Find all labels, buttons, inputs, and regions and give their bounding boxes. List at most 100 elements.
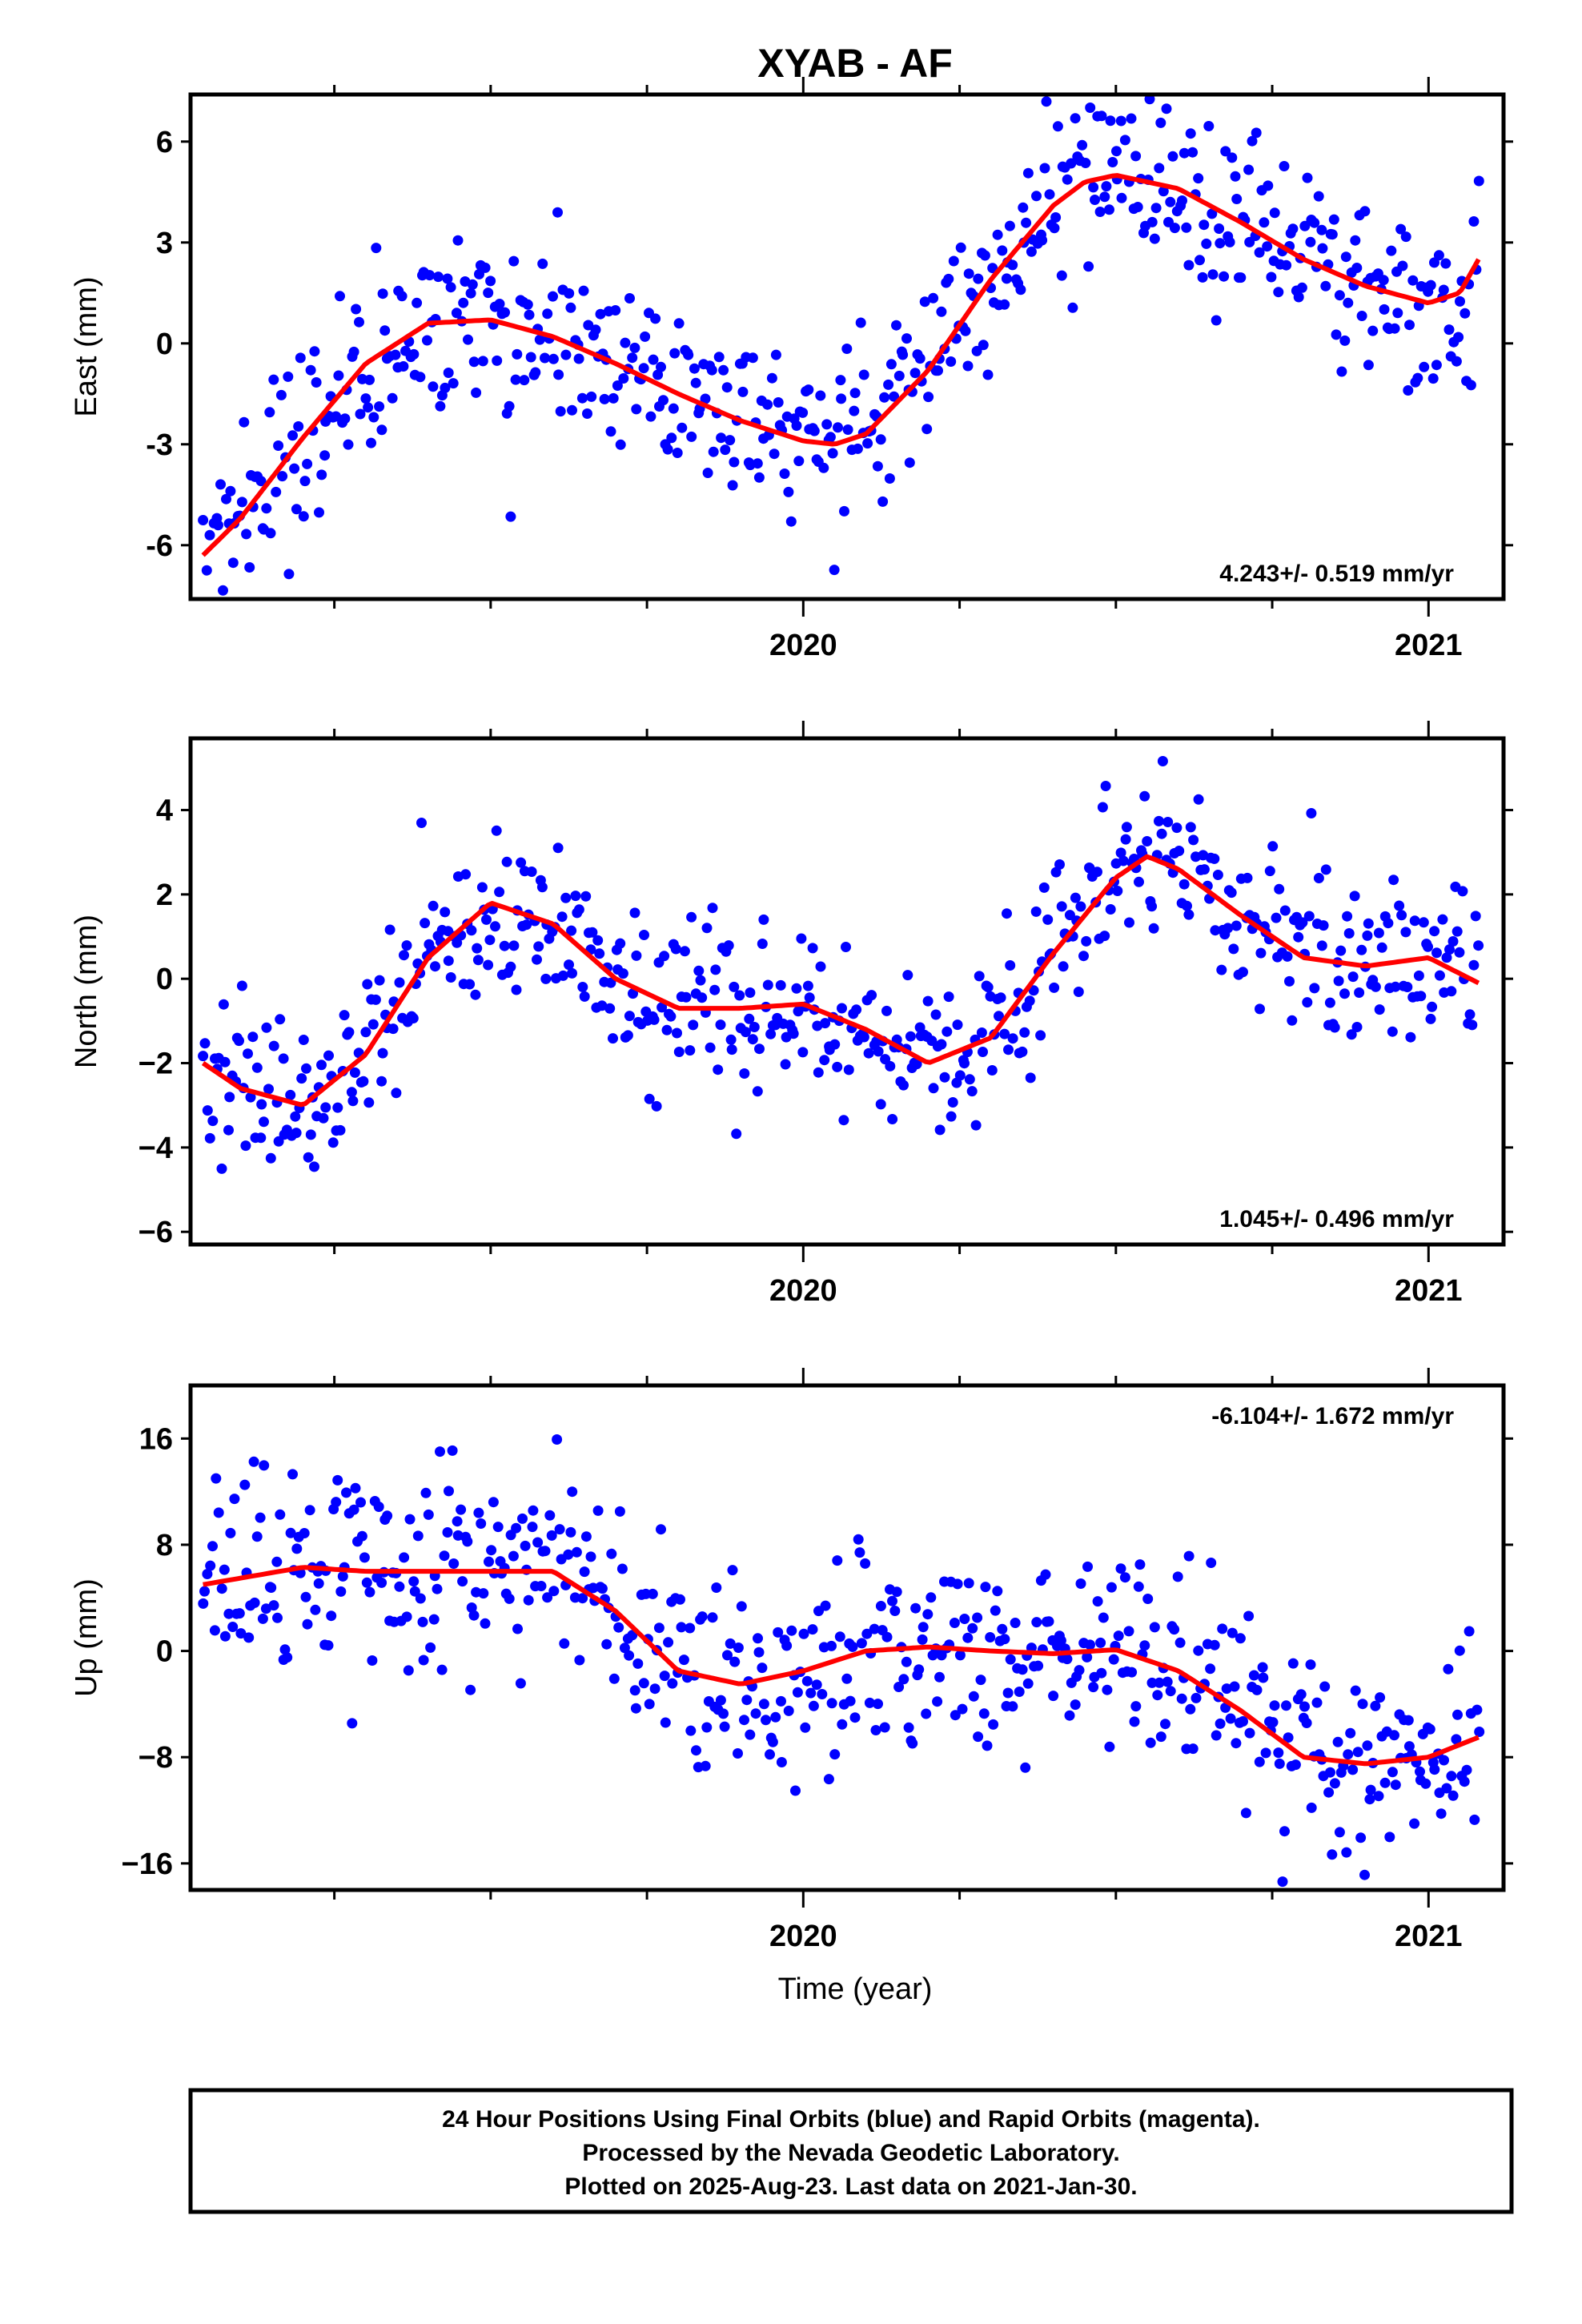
east-point: [821, 419, 833, 430]
up-point: [707, 1612, 718, 1623]
north-point: [216, 1163, 227, 1174]
north-point: [887, 1114, 898, 1124]
north-point: [234, 1035, 244, 1047]
east-point: [673, 318, 685, 329]
up-point: [1325, 1767, 1335, 1778]
east-point: [783, 486, 794, 497]
east-point: [1041, 96, 1052, 107]
up-point: [1095, 1637, 1106, 1648]
north-point: [243, 1048, 253, 1059]
north-point: [1005, 960, 1016, 971]
up-point: [1142, 1594, 1154, 1604]
east-point: [477, 356, 488, 367]
north-point: [1139, 790, 1150, 802]
up-point: [957, 1703, 968, 1715]
north-point: [1226, 887, 1237, 899]
north-point: [986, 1065, 998, 1076]
up-point: [700, 1760, 711, 1771]
up-point: [243, 1632, 255, 1643]
up-point: [439, 1550, 450, 1562]
north-point: [594, 948, 605, 959]
north-point: [644, 1093, 655, 1104]
up-point: [853, 1534, 864, 1545]
east-point: [1367, 325, 1379, 336]
east-point: [305, 364, 316, 376]
north-point: [1054, 859, 1065, 870]
up-point: [1244, 1727, 1255, 1739]
north-point: [670, 943, 681, 955]
north-point: [1452, 926, 1463, 937]
up-point: [776, 1695, 786, 1707]
east-point: [1235, 272, 1247, 283]
up-point: [949, 1618, 960, 1628]
east-point: [351, 304, 362, 315]
north-point: [476, 882, 488, 893]
up-point: [1092, 1596, 1103, 1607]
east-point: [849, 405, 860, 416]
east-point: [314, 507, 324, 518]
north-y-tick-label: −2: [139, 1047, 173, 1081]
up-point: [1389, 1730, 1399, 1741]
east-point: [218, 585, 228, 596]
north-point: [1343, 928, 1355, 939]
north-point: [349, 1067, 360, 1078]
up-point: [1341, 1847, 1352, 1858]
up-point: [285, 1527, 296, 1538]
caption-line-1: 24 Hour Positions Using Final Orbits (bl…: [442, 2106, 1260, 2133]
up-point: [765, 1749, 775, 1760]
east-point: [1400, 231, 1411, 243]
east-point: [1085, 103, 1096, 113]
up-point: [1075, 1578, 1086, 1589]
up-point: [577, 1593, 588, 1604]
east-point: [1231, 194, 1243, 204]
up-point: [667, 1678, 678, 1689]
north-point: [1231, 920, 1242, 931]
up-point: [801, 1675, 813, 1687]
caption-frame: [188, 2088, 1514, 2214]
north-point: [564, 959, 574, 971]
north-point: [1238, 967, 1248, 978]
east-point: [1320, 280, 1331, 292]
north-point: [1473, 940, 1484, 951]
east-point: [1379, 304, 1390, 315]
east-point: [605, 426, 616, 437]
up-point: [718, 1708, 729, 1719]
figure-title: XYAB - AF: [757, 41, 953, 86]
north-point: [1405, 1031, 1416, 1043]
north-point: [592, 935, 604, 946]
north-point: [873, 1046, 884, 1057]
up-point: [225, 1527, 236, 1538]
up-point: [1031, 1617, 1042, 1628]
east-point: [1158, 186, 1169, 197]
up-point: [739, 1715, 749, 1726]
up-point: [251, 1531, 263, 1542]
north-point: [788, 1028, 799, 1039]
east-point: [727, 480, 738, 491]
up-point: [585, 1551, 596, 1562]
east-point: [825, 432, 836, 443]
up-point: [1279, 1826, 1290, 1837]
up-point: [300, 1591, 311, 1602]
caption-box: 24 Hour Positions Using Final Orbits (bl…: [188, 2088, 1514, 2214]
up-point: [447, 1445, 458, 1456]
east-point: [690, 377, 701, 388]
north-point: [1092, 866, 1102, 878]
up-point: [1362, 1740, 1373, 1751]
east-point: [1018, 202, 1029, 213]
east-point: [818, 462, 829, 473]
north-point: [1444, 944, 1455, 955]
east-point: [1119, 135, 1130, 146]
up-point: [480, 1618, 491, 1629]
north-point: [665, 1011, 677, 1022]
north-point: [1255, 947, 1267, 959]
up-point: [985, 1632, 996, 1642]
up-point: [1017, 1664, 1028, 1675]
east-point: [225, 485, 236, 497]
east-point: [1144, 94, 1155, 105]
east-point: [769, 448, 780, 460]
up-point: [456, 1504, 467, 1515]
east-point: [747, 352, 758, 364]
east-point: [973, 273, 984, 284]
up-point: [465, 1684, 476, 1695]
north-point: [930, 1009, 942, 1020]
